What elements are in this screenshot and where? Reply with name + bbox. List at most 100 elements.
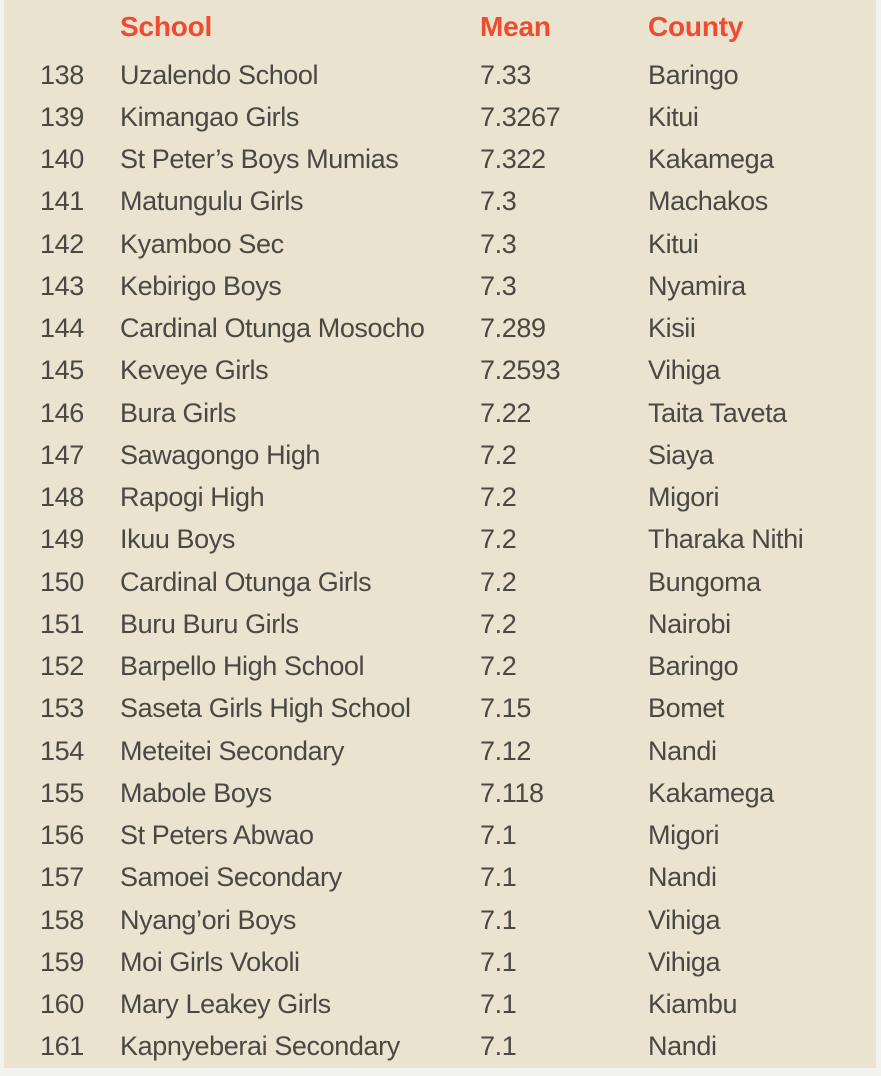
rank-cell: 147 [40, 439, 84, 470]
mean-cell: 7.1 [480, 946, 517, 977]
county-cell: Machakos [648, 186, 768, 217]
rank-cell: 152 [40, 651, 84, 682]
county-cell: Nandi [648, 1031, 717, 1062]
county-cell: Vihiga [648, 904, 721, 935]
rank-cell: 146 [40, 397, 84, 428]
school-cell: Uzalendo School [120, 59, 319, 90]
county-cell: Nyamira [648, 270, 746, 301]
school-cell: Moi Girls Vokoli [120, 946, 300, 977]
column-header-county: County [648, 11, 744, 42]
school-cell: Nyang’ori Boys [120, 904, 296, 935]
county-cell: Migori [648, 820, 720, 851]
mean-cell: 7.1 [480, 904, 517, 935]
mean-cell: 7.12 [480, 735, 531, 766]
county-cell: Kisii [648, 313, 696, 344]
county-cell: Kiambu [648, 989, 738, 1020]
mean-cell: 7.2 [480, 524, 517, 555]
mean-cell: 7.2 [480, 482, 517, 513]
school-cell: Kebirigo Boys [120, 270, 282, 301]
school-cell: Cardinal Otunga Mosocho [120, 313, 425, 344]
county-cell: Tharaka Nithi [648, 524, 804, 555]
column-header-school: School [120, 11, 213, 42]
rank-cell: 145 [40, 355, 84, 386]
school-cell: Cardinal Otunga Girls [120, 566, 372, 597]
county-cell: Nairobi [648, 608, 731, 639]
county-cell: Kakamega [648, 144, 774, 175]
rank-cell: 155 [40, 777, 84, 808]
mean-cell: 7.118 [480, 777, 544, 808]
mean-cell: 7.3267 [480, 101, 561, 132]
rank-cell: 160 [40, 989, 84, 1020]
mean-cell: 7.3 [480, 270, 517, 301]
school-cell: St Peters Abwao [120, 820, 314, 851]
rank-cell: 158 [40, 904, 84, 935]
mean-cell: 7.2 [480, 608, 517, 639]
school-cell: St Peter’s Boys Mumias [120, 144, 399, 175]
rank-cell: 157 [40, 862, 84, 893]
mean-cell: 7.1 [480, 862, 517, 893]
mean-cell: 7.1 [480, 989, 517, 1020]
county-cell: Baringo [648, 651, 739, 682]
county-cell: Migori [648, 482, 720, 513]
county-cell: Nandi [648, 862, 717, 893]
county-cell: Bomet [648, 693, 725, 724]
county-cell: Kakamega [648, 777, 774, 808]
column-header-rank-spacer [4, 0, 120, 54]
ranking-grid: School Mean County 138 Uzalendo School 7.3… [4, 0, 876, 1068]
school-cell: Mabole Boys [120, 777, 272, 808]
school-cell: Meteitei Secondary [120, 735, 344, 766]
school-cell: Mary Leakey Girls [120, 989, 331, 1020]
county-cell: Taita Taveta [648, 397, 787, 428]
school-cell: Buru Buru Girls [120, 608, 299, 639]
rank-cell: 154 [40, 735, 84, 766]
county-cell: Nandi [648, 735, 717, 766]
rank-cell: 143 [40, 270, 84, 301]
mean-cell: 7.2 [480, 566, 517, 597]
rank-cell: 139 [40, 101, 84, 132]
mean-cell: 7.22 [480, 397, 531, 428]
school-cell: Keveye Girls [120, 355, 269, 386]
school-cell: Sawagongo High [120, 439, 321, 470]
mean-cell: 7.3 [480, 186, 517, 217]
rank-cell: 151 [40, 608, 84, 639]
school-cell: Samoei Secondary [120, 862, 342, 893]
mean-cell: 7.289 [480, 313, 546, 344]
rank-cell: 141 [40, 186, 84, 217]
mean-cell: 7.2593 [480, 355, 561, 386]
school-cell: Bura Girls [120, 397, 237, 428]
school-ranking-table: School Mean County 138 Uzalendo School 7.3… [4, 0, 876, 1068]
school-cell: Rapogi High [120, 482, 265, 513]
county-cell: Baringo [648, 59, 739, 90]
rank-cell: 138 [40, 59, 84, 90]
rank-cell: 140 [40, 144, 84, 175]
school-cell: Kapnyeberai Secondary [120, 1031, 400, 1062]
rank-cell: 159 [40, 946, 84, 977]
rank-cell: 161 [40, 1031, 84, 1062]
mean-cell: 7.3 [480, 228, 517, 259]
rank-cell: 150 [40, 566, 84, 597]
school-cell: Matungulu Girls [120, 186, 304, 217]
mean-cell: 7.2 [480, 651, 517, 682]
rank-cell: 153 [40, 693, 84, 724]
rank-cell: 144 [40, 313, 84, 344]
mean-cell: 7.1 [480, 1031, 517, 1062]
school-cell: Kyamboo Sec [120, 228, 284, 259]
county-cell: Vihiga [648, 946, 721, 977]
rank-cell: 142 [40, 228, 84, 259]
rank-cell: 156 [40, 820, 84, 851]
column-header-mean: Mean [480, 11, 551, 42]
county-cell: Bungoma [648, 566, 761, 597]
county-cell: Kitui [648, 228, 699, 259]
mean-cell: 7.2 [480, 439, 517, 470]
rank-cell: 148 [40, 482, 84, 513]
rank-cell: 149 [40, 524, 84, 555]
school-cell: Saseta Girls High School [120, 693, 411, 724]
school-cell: Ikuu Boys [120, 524, 235, 555]
county-cell: Kitui [648, 101, 699, 132]
mean-cell: 7.1 [480, 820, 517, 851]
mean-cell: 7.33 [480, 59, 531, 90]
county-cell: Siaya [648, 439, 714, 470]
mean-cell: 7.322 [480, 144, 546, 175]
mean-cell: 7.15 [480, 693, 531, 724]
school-cell: Barpello High School [120, 651, 365, 682]
